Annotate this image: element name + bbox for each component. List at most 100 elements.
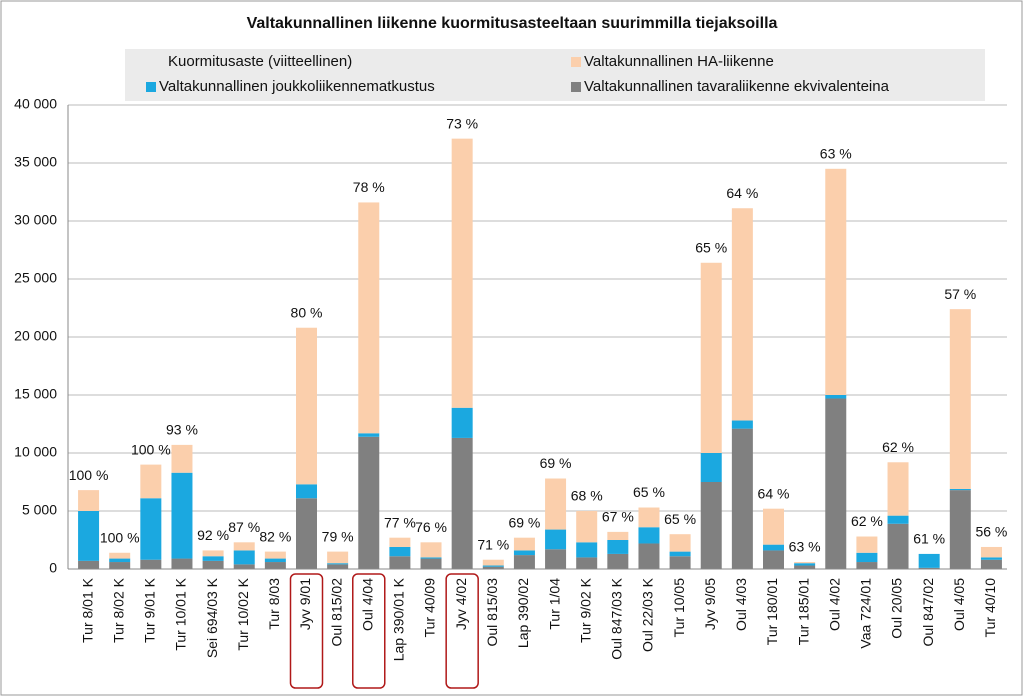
load-label: 56 % [975,524,1007,540]
x-tick-label: Tur 8/02 K [110,577,126,643]
bar-segment [700,453,722,482]
highlight-box [445,573,479,689]
x-tick-label: Oul 4/02 [826,578,842,631]
bar-segment [887,462,909,516]
bar-segment [171,558,193,569]
load-label: 67 % [602,509,634,525]
bar-segment [856,562,878,569]
bar-segment [264,562,286,569]
x-tick-label: Oul 4/04 [359,578,375,631]
bar-segment [264,558,286,563]
bar-segment [576,557,598,569]
load-label: 100 % [100,529,140,545]
bar-segment [420,557,442,559]
y-tick-label: 30 000 [14,212,57,228]
bar-segment [202,550,224,557]
bar-segment [140,559,162,569]
legend-label: Kuormitusaste (viitteellinen) [168,53,352,70]
x-tick-label: Tur 185/01 [795,578,811,645]
bar-segment [296,484,317,499]
bar-segment [731,428,753,569]
x-tick-label: Tur 9/02 K [577,577,593,643]
bar-segment [171,444,193,473]
x-tick-label: Oul 4/03 [733,578,749,631]
bar-segment [545,478,567,530]
x-tick-label: Jyv 4/02 [453,578,469,630]
bar-segment [887,523,909,569]
load-label: 79 % [322,528,354,544]
legend-swatch [571,57,581,67]
bar-segment [700,262,722,453]
bar-segment [78,511,100,561]
bar-segment [389,546,411,557]
bar-segment [358,436,380,569]
x-tick-label: Tur 8/03 [266,578,282,630]
bar-segment [513,555,535,569]
bar-segment [327,551,349,564]
load-label: 65 % [664,511,696,527]
bar-segment [763,544,784,551]
bar-segment [856,536,878,553]
bar-segment [420,558,442,569]
bar-segment [327,564,349,569]
bar-segment [980,546,1002,558]
load-label: 64 % [758,485,790,501]
load-label: 62 % [882,439,914,455]
bar-segment [451,407,473,438]
x-tick-label: Tur 180/01 [764,578,780,645]
x-tick-label: Tur 40/09 [422,578,438,638]
bar-segment [700,482,722,569]
bar-segment [638,507,660,528]
legend-swatch [146,82,156,92]
y-tick-label: 10 000 [14,444,57,460]
bar-segment [451,437,473,569]
bar-segment [109,558,131,563]
bar-segment [763,550,784,569]
bar-segment [140,464,162,499]
x-tick-label: Oul 847/03 K [609,577,625,659]
bar-segment [794,562,816,564]
bar-segment [607,540,629,554]
load-label: 87 % [228,519,260,535]
bar-segment [233,564,255,569]
bar-segment [109,562,131,569]
bar-segment [202,556,224,561]
y-tick-label: 20 000 [14,328,57,344]
x-tick-label: Tur 1/04 [546,578,562,630]
x-tick-label: Jyv 9/05 [702,578,718,630]
bar-segment [825,398,847,569]
bar-segment [545,549,567,569]
bar-segment [109,552,131,559]
load-label: 68 % [571,488,603,504]
bar-segment [482,565,504,567]
load-label: 73 % [446,115,478,131]
bar-segment [513,550,535,556]
bar-segment [638,527,660,544]
load-label: 78 % [353,179,385,195]
x-tick-label: Sei 694/03 K [204,577,220,658]
bar-segment [389,556,411,569]
load-label: 65 % [633,484,665,500]
bar-segment [389,537,411,547]
bar-segment [949,490,971,569]
bar-segment [669,556,691,569]
bar-segment [140,498,162,560]
y-tick-label: 0 [49,560,57,576]
bar-segment [949,488,971,491]
bar-segment [607,553,629,569]
highlight-box [352,573,386,689]
bar-segment [949,309,971,489]
load-label: 63 % [789,539,821,555]
bar-segment [233,550,255,565]
x-tick-label: Jyv 9/01 [297,578,313,630]
load-label: 71 % [477,536,509,552]
bar-segment [825,395,847,399]
y-tick-label: 40 000 [14,96,57,112]
bar-segment [918,553,940,568]
x-tick-label: Oul 20/05 [889,578,905,639]
x-tick-label: Vaa 724/01 [858,578,874,649]
x-tick-label: Tur 10/05 [671,578,687,638]
bar-segment [607,531,629,540]
legend-label: Valtakunnallinen joukkoliikennematkustus [159,78,435,95]
bar-segment [296,327,317,485]
